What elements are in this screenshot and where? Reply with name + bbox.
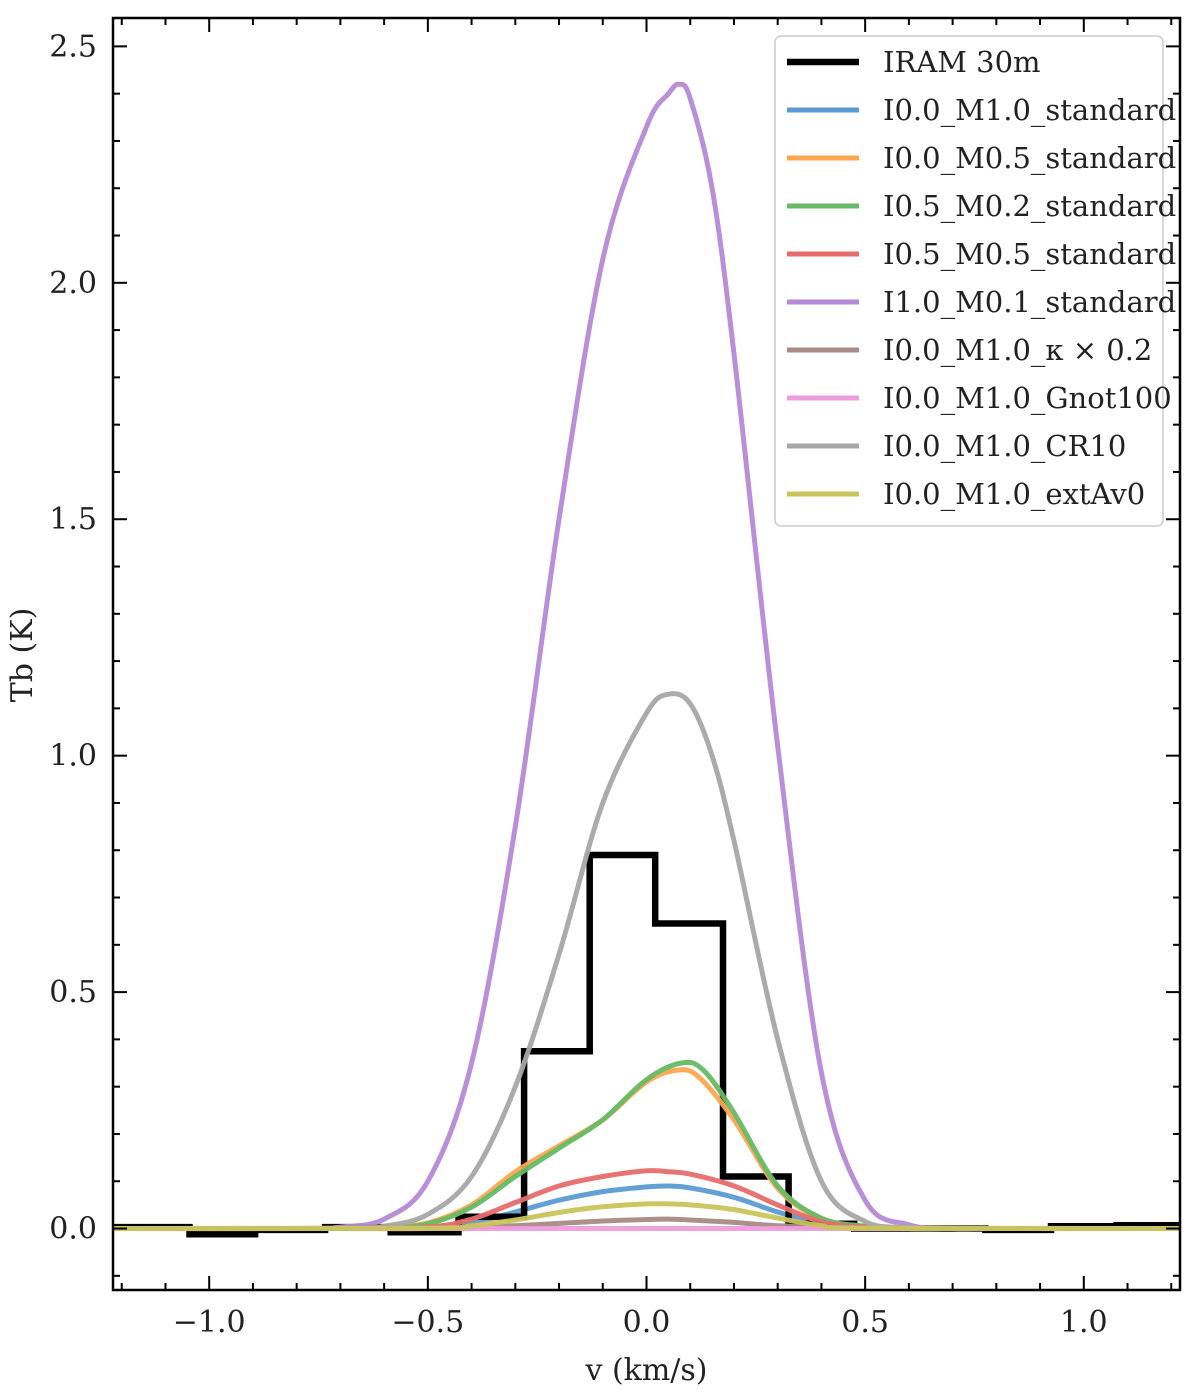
legend-label: I0.0_M0.5_standard	[883, 141, 1176, 176]
ticks-layer: −1.0 −0.5 0.0 0.5 1.0 0.0 0.5 1.0 1.5 2.0 2.5	[49, 18, 1180, 1340]
series-line-i0-0-m1-0-extav0	[113, 1201, 1180, 1231]
y-tick-label: 0.5	[49, 975, 97, 1010]
legend-label: I0.0_M1.0_extAv0	[883, 477, 1145, 512]
y-tick-label: 0.0	[49, 1212, 97, 1247]
x-tick-label: −0.5	[391, 1305, 464, 1340]
legend-label: I0.0_M1.0_standard	[883, 93, 1176, 128]
x-tick-label: 0.5	[841, 1305, 889, 1340]
legend-box	[774, 35, 1164, 527]
x-axis-label: v (km/s)	[584, 1353, 707, 1388]
y-tick-label: 2.0	[49, 266, 97, 301]
y-tick-label: 2.5	[49, 29, 97, 64]
y-tick-label: 1.0	[49, 739, 97, 774]
legend-label: I0.0_M1.0_Gnot100	[883, 381, 1172, 416]
legend-label: I1.0_M0.1_standard	[883, 285, 1176, 320]
x-tick-label: 0.0	[623, 1305, 671, 1340]
x-tick-label: −1.0	[173, 1305, 246, 1340]
legend-label: I0.0_M1.0_κ × 0.2	[883, 333, 1152, 368]
legend-label: I0.0_M1.0_CR10	[883, 429, 1126, 464]
legend-label: IRAM 30m	[883, 45, 1041, 79]
series-layer	[113, 81, 1180, 1238]
series-line-i1-0-m0-1-standard	[113, 81, 1180, 1232]
legend: IRAM 30m I0.0_M1.0_standard I0.0_M0.5_stan…	[774, 35, 1176, 527]
y-axis-label: Tb (K)	[5, 608, 40, 703]
legend-label: I0.5_M0.2_standard	[883, 189, 1176, 224]
series-line-i0-5-m0-5-standard	[337, 1168, 956, 1231]
y-tick-label: 1.5	[49, 502, 97, 537]
plot-frame	[111, 16, 1182, 1292]
series-line-i0-0-m1-0-cr10	[113, 691, 1180, 1232]
x-tick-label: 1.0	[1060, 1305, 1108, 1340]
legend-label: I0.5_M0.5_standard	[883, 237, 1176, 272]
